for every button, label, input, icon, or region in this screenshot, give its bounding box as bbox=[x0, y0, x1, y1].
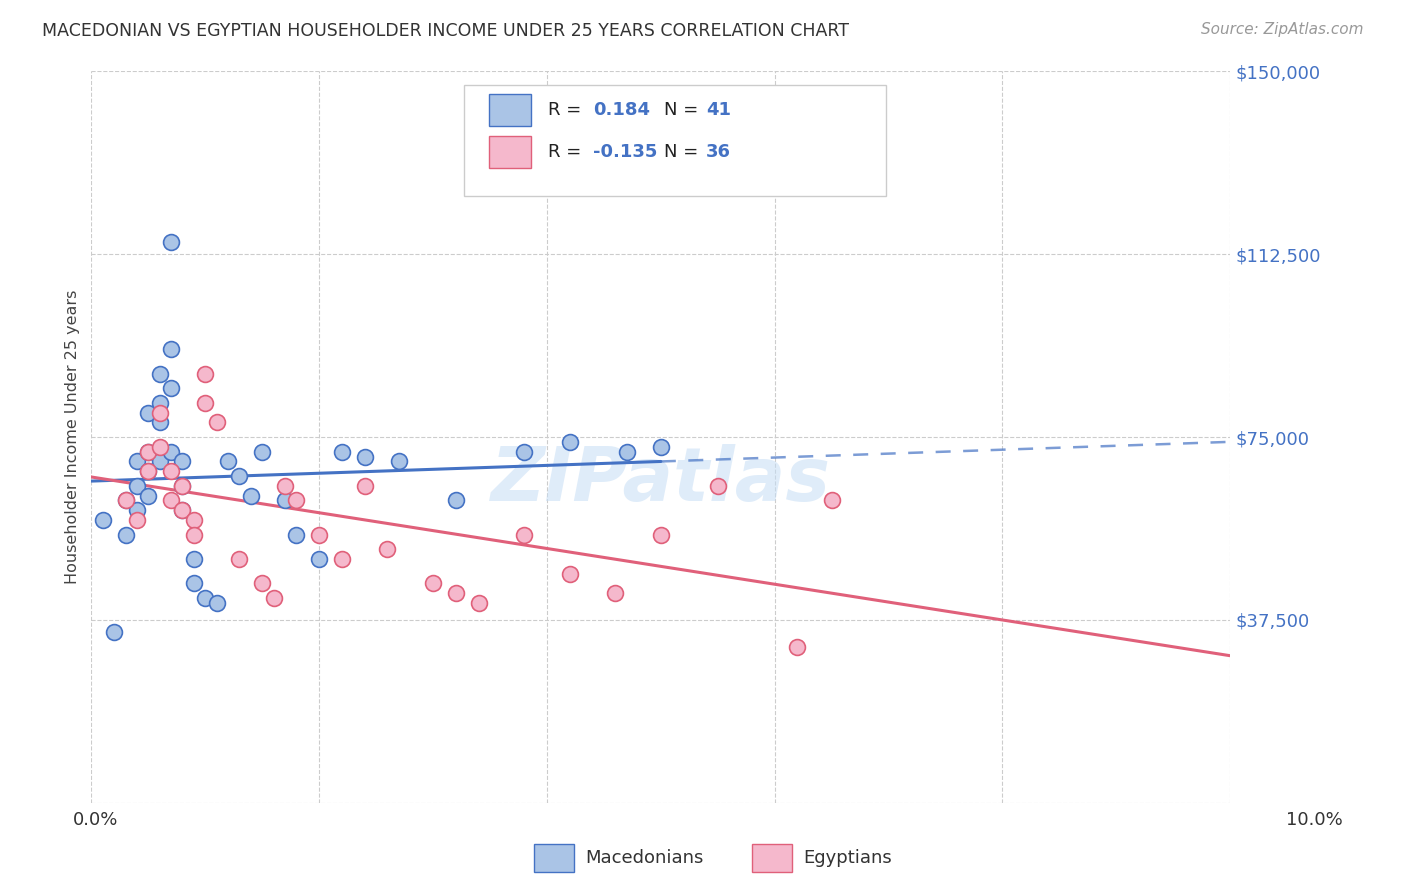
Point bbox=[330, 444, 353, 458]
Point bbox=[308, 527, 330, 541]
Point bbox=[114, 493, 136, 508]
Point bbox=[513, 444, 536, 458]
Point bbox=[125, 454, 148, 468]
Point bbox=[650, 527, 672, 541]
Point bbox=[160, 493, 183, 508]
Point bbox=[125, 513, 148, 527]
Point bbox=[194, 367, 217, 381]
Point bbox=[250, 576, 273, 591]
Point bbox=[103, 625, 125, 640]
Point bbox=[125, 503, 148, 517]
Text: 10.0%: 10.0% bbox=[1286, 811, 1343, 829]
Point bbox=[183, 527, 205, 541]
Text: R =: R = bbox=[548, 101, 588, 119]
Text: N =: N = bbox=[664, 143, 703, 161]
Point bbox=[172, 503, 194, 517]
Point bbox=[138, 444, 160, 458]
Point bbox=[205, 596, 228, 610]
Point bbox=[444, 586, 467, 600]
Point bbox=[467, 596, 489, 610]
Point bbox=[388, 454, 411, 468]
Point bbox=[149, 367, 172, 381]
Point bbox=[786, 640, 808, 654]
Text: Source: ZipAtlas.com: Source: ZipAtlas.com bbox=[1201, 22, 1364, 37]
Point bbox=[91, 513, 114, 527]
Point bbox=[194, 396, 217, 410]
Point bbox=[138, 464, 160, 478]
Point bbox=[160, 444, 183, 458]
Point bbox=[138, 489, 160, 503]
Point bbox=[160, 381, 183, 395]
Point bbox=[183, 576, 205, 591]
Text: N =: N = bbox=[664, 101, 703, 119]
Point bbox=[149, 406, 172, 420]
Point bbox=[217, 454, 239, 468]
Text: Egyptians: Egyptians bbox=[803, 849, 891, 867]
Point bbox=[558, 434, 581, 449]
Point bbox=[228, 469, 250, 483]
Point bbox=[820, 493, 842, 508]
Point bbox=[138, 464, 160, 478]
Point bbox=[149, 440, 172, 454]
Point bbox=[172, 479, 194, 493]
Point bbox=[183, 513, 205, 527]
Point bbox=[149, 396, 172, 410]
Point bbox=[274, 493, 297, 508]
Point bbox=[274, 479, 297, 493]
Point bbox=[250, 444, 273, 458]
Text: 41: 41 bbox=[706, 101, 731, 119]
Text: -0.135: -0.135 bbox=[593, 143, 658, 161]
Text: R =: R = bbox=[548, 143, 588, 161]
Point bbox=[125, 479, 148, 493]
Point bbox=[330, 552, 353, 566]
Text: 0.0%: 0.0% bbox=[73, 811, 118, 829]
Point bbox=[205, 416, 228, 430]
Point bbox=[353, 479, 375, 493]
Point bbox=[172, 454, 194, 468]
Point bbox=[353, 450, 375, 464]
Text: ZIPatlas: ZIPatlas bbox=[491, 444, 831, 517]
Point bbox=[160, 235, 183, 249]
Point bbox=[263, 591, 285, 605]
Text: 0.184: 0.184 bbox=[593, 101, 651, 119]
Point bbox=[138, 444, 160, 458]
Point bbox=[285, 527, 308, 541]
Point bbox=[160, 464, 183, 478]
Point bbox=[172, 479, 194, 493]
Point bbox=[377, 542, 399, 557]
Point bbox=[558, 566, 581, 581]
Text: Macedonians: Macedonians bbox=[585, 849, 703, 867]
Point bbox=[149, 454, 172, 468]
Point bbox=[285, 493, 308, 508]
Point bbox=[513, 527, 536, 541]
Point bbox=[706, 479, 728, 493]
Text: MACEDONIAN VS EGYPTIAN HOUSEHOLDER INCOME UNDER 25 YEARS CORRELATION CHART: MACEDONIAN VS EGYPTIAN HOUSEHOLDER INCOM… bbox=[42, 22, 849, 40]
Y-axis label: Householder Income Under 25 years: Householder Income Under 25 years bbox=[65, 290, 80, 584]
Point bbox=[160, 343, 183, 357]
Point bbox=[114, 493, 136, 508]
Point bbox=[114, 527, 136, 541]
Point bbox=[149, 416, 172, 430]
Point bbox=[172, 503, 194, 517]
Point bbox=[422, 576, 444, 591]
Point bbox=[650, 440, 672, 454]
Point bbox=[308, 552, 330, 566]
Point bbox=[194, 591, 217, 605]
Point bbox=[616, 444, 638, 458]
Point bbox=[605, 586, 627, 600]
Text: 36: 36 bbox=[706, 143, 731, 161]
Point bbox=[183, 552, 205, 566]
Point bbox=[239, 489, 262, 503]
Point bbox=[444, 493, 467, 508]
Point bbox=[228, 552, 250, 566]
Point bbox=[138, 406, 160, 420]
